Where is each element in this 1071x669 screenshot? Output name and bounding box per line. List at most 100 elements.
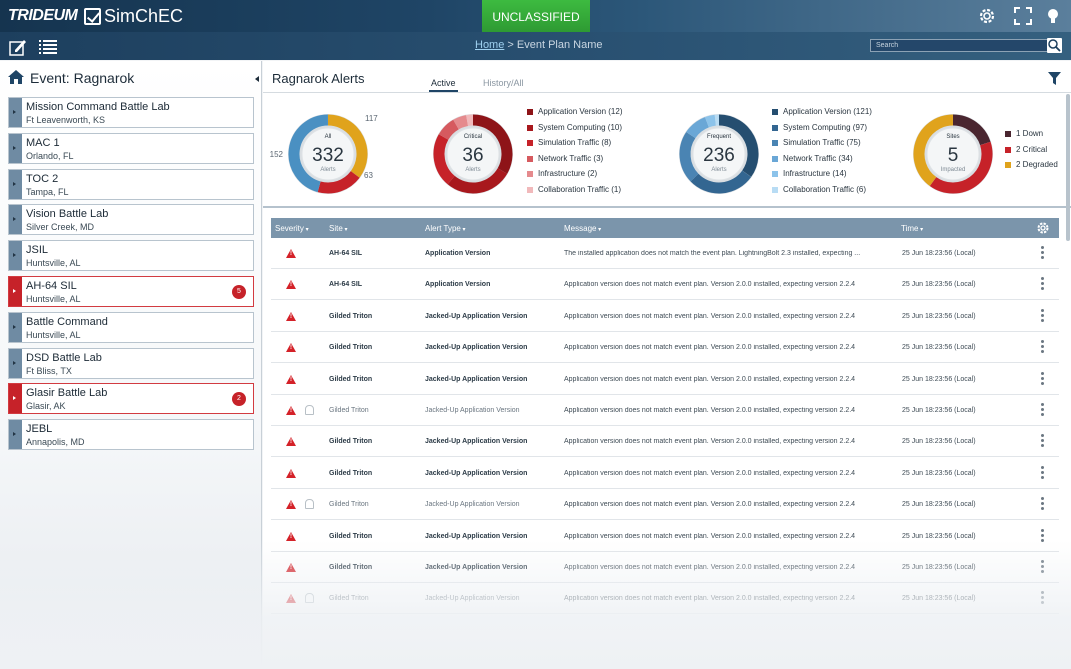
donut-segment[interactable]	[705, 114, 717, 128]
row-menu-kebab-icon[interactable]	[1041, 246, 1044, 260]
divider	[263, 92, 1071, 93]
donut-title: Frequent	[707, 134, 731, 140]
table-row[interactable]: Gilded Triton Jacked-Up Application Versi…	[271, 301, 1059, 332]
expand-arrow-icon[interactable]	[9, 205, 22, 235]
search-icon[interactable]	[1047, 38, 1062, 53]
cell-time: 25 Jun 18:23:56 (Local)	[902, 564, 976, 571]
donut-segment[interactable]	[718, 114, 759, 177]
table-row[interactable]: Gilded Triton Jacked-Up Application Versi…	[271, 426, 1059, 458]
lightbulb-icon[interactable]	[1043, 6, 1063, 26]
site-item[interactable]: Glasir Battle Lab Glasir, AK 2	[8, 383, 254, 415]
row-menu-kebab-icon[interactable]	[1041, 591, 1044, 605]
row-menu-kebab-icon[interactable]	[1041, 277, 1044, 291]
tab-history-all[interactable]: History/All	[483, 78, 524, 88]
expand-arrow-icon[interactable]	[9, 348, 22, 378]
donut-segment[interactable]	[679, 131, 699, 182]
legend-swatch	[527, 187, 533, 193]
site-item[interactable]: MAC 1 Orlando, FL	[8, 132, 254, 164]
collapse-sidebar-icon[interactable]	[255, 76, 259, 82]
column-severity[interactable]: Severity	[275, 224, 309, 233]
site-item[interactable]: TOC 2 Tampa, FL	[8, 168, 254, 200]
cell-site: Gilded Triton	[329, 438, 373, 446]
donut-segment[interactable]	[433, 134, 455, 185]
expand-arrow-icon[interactable]	[9, 133, 22, 163]
donut-center	[301, 127, 355, 181]
donut-segment[interactable]	[317, 170, 360, 194]
legend-label: Network Traffic (3)	[538, 153, 604, 163]
legend-label: Simulation Traffic (75)	[783, 138, 861, 148]
row-menu-kebab-icon[interactable]	[1041, 560, 1044, 574]
row-menu-kebab-icon[interactable]	[1041, 308, 1044, 323]
edit-notes-icon[interactable]	[9, 38, 28, 56]
table-row[interactable]: Gilded Triton Jacked-Up Application Versi…	[271, 458, 1059, 489]
row-menu-kebab-icon[interactable]	[1041, 528, 1044, 543]
site-item[interactable]: JSIL Huntsville, AL	[8, 240, 254, 272]
settings-gear-icon[interactable]	[977, 6, 997, 26]
warning-triangle-icon	[286, 594, 296, 604]
expand-arrow-icon[interactable]	[9, 241, 22, 271]
fullscreen-icon[interactable]	[1013, 6, 1033, 26]
donut-segment[interactable]	[929, 141, 993, 194]
table-row[interactable]: Gilded Triton Jacked-Up Application Versi…	[271, 364, 1059, 395]
expand-arrow-icon[interactable]	[9, 169, 22, 199]
site-item[interactable]: Vision Battle Lab Silver Creek, MD	[8, 204, 254, 236]
row-menu-kebab-icon[interactable]	[1041, 340, 1044, 354]
expand-arrow-icon[interactable]	[9, 312, 22, 342]
table-row[interactable]: Gilded Triton Jacked-Up Application Versi…	[271, 395, 1059, 426]
row-menu-kebab-icon[interactable]	[1041, 497, 1044, 511]
row-menu-kebab-icon[interactable]	[1041, 465, 1044, 480]
legend-swatch	[772, 171, 778, 178]
site-item[interactable]: Mission Command Battle Lab Ft Leavenworth…	[8, 97, 254, 128]
table-row[interactable]: Gilded Triton Jacked-Up Application Versi…	[271, 332, 1059, 364]
cell-site: AH-64 SIL	[329, 250, 363, 257]
table-row[interactable]: Gilded Triton Jacked-Up Application Versi…	[271, 583, 1059, 615]
expand-arrow-icon[interactable]	[9, 98, 22, 127]
list-menu-icon[interactable]	[39, 39, 57, 54]
home-icon[interactable]	[8, 70, 24, 84]
donut-segment[interactable]	[466, 114, 474, 126]
site-item[interactable]: Battle Command Huntsville, AL	[8, 311, 254, 343]
table-row[interactable]: Gilded Triton Jacked-Up Application Versi…	[271, 489, 1059, 521]
donut-segment[interactable]	[327, 114, 368, 178]
donut-value: 332	[312, 145, 344, 166]
donut-segment[interactable]	[472, 114, 513, 174]
row-menu-kebab-icon[interactable]	[1041, 403, 1044, 417]
donut-segment[interactable]	[288, 114, 329, 193]
donut-title: Sites	[946, 134, 959, 140]
column-message[interactable]: Message	[564, 224, 601, 233]
donut-segment[interactable]	[913, 114, 954, 186]
filter-icon[interactable]	[1048, 72, 1061, 85]
column-site[interactable]: Site	[329, 224, 347, 233]
search-input[interactable]: Search	[870, 39, 1048, 52]
row-menu-kebab-icon[interactable]	[1041, 371, 1044, 386]
expand-arrow-icon[interactable]	[9, 277, 22, 306]
breadcrumb-home-link[interactable]: Home	[475, 39, 505, 51]
donut-segment[interactable]	[453, 115, 469, 130]
cell-message: Application version does not match event…	[564, 595, 856, 603]
column-time[interactable]: Time	[901, 224, 923, 233]
donut-charts: All332Alerts11715263Critical36AlertsFreq…	[270, 114, 993, 194]
donut-segment[interactable]	[686, 117, 710, 139]
table-row[interactable]: Gilded Triton Jacked-Up Application Versi…	[271, 552, 1059, 583]
scrollbar[interactable]	[1066, 94, 1070, 241]
expand-arrow-icon[interactable]	[9, 384, 22, 414]
column-settings-gear-icon[interactable]	[1036, 221, 1050, 235]
tab-active[interactable]: Active	[429, 78, 458, 92]
site-location: Huntsville, AL	[26, 294, 81, 304]
site-item[interactable]: JEBL Annapolis, MD	[8, 419, 254, 451]
row-menu-kebab-icon[interactable]	[1041, 434, 1044, 448]
donut-subtitle: Alerts	[711, 167, 726, 173]
table-row[interactable]: AH-64 SIL Application Version The installe…	[271, 238, 1059, 269]
site-item[interactable]: DSD Battle Lab Ft Bliss, TX	[8, 347, 254, 379]
donut-segment[interactable]	[447, 167, 508, 194]
donut-segment[interactable]	[438, 119, 460, 141]
table-row[interactable]: Gilded Triton Jacked-Up Application Versi…	[271, 521, 1059, 552]
warning-triangle-icon	[286, 437, 296, 447]
donut-segment[interactable]	[690, 170, 752, 194]
cell-site: Gilded Triton	[329, 501, 369, 509]
site-item[interactable]: AH-64 SIL Huntsville, AL 5	[8, 276, 254, 307]
table-row[interactable]: AH-64 SIL Application Version Application …	[271, 269, 1059, 301]
expand-arrow-icon[interactable]	[9, 420, 22, 450]
donut-segment[interactable]	[952, 114, 991, 146]
column-alert-type[interactable]: Alert Type	[425, 224, 466, 233]
